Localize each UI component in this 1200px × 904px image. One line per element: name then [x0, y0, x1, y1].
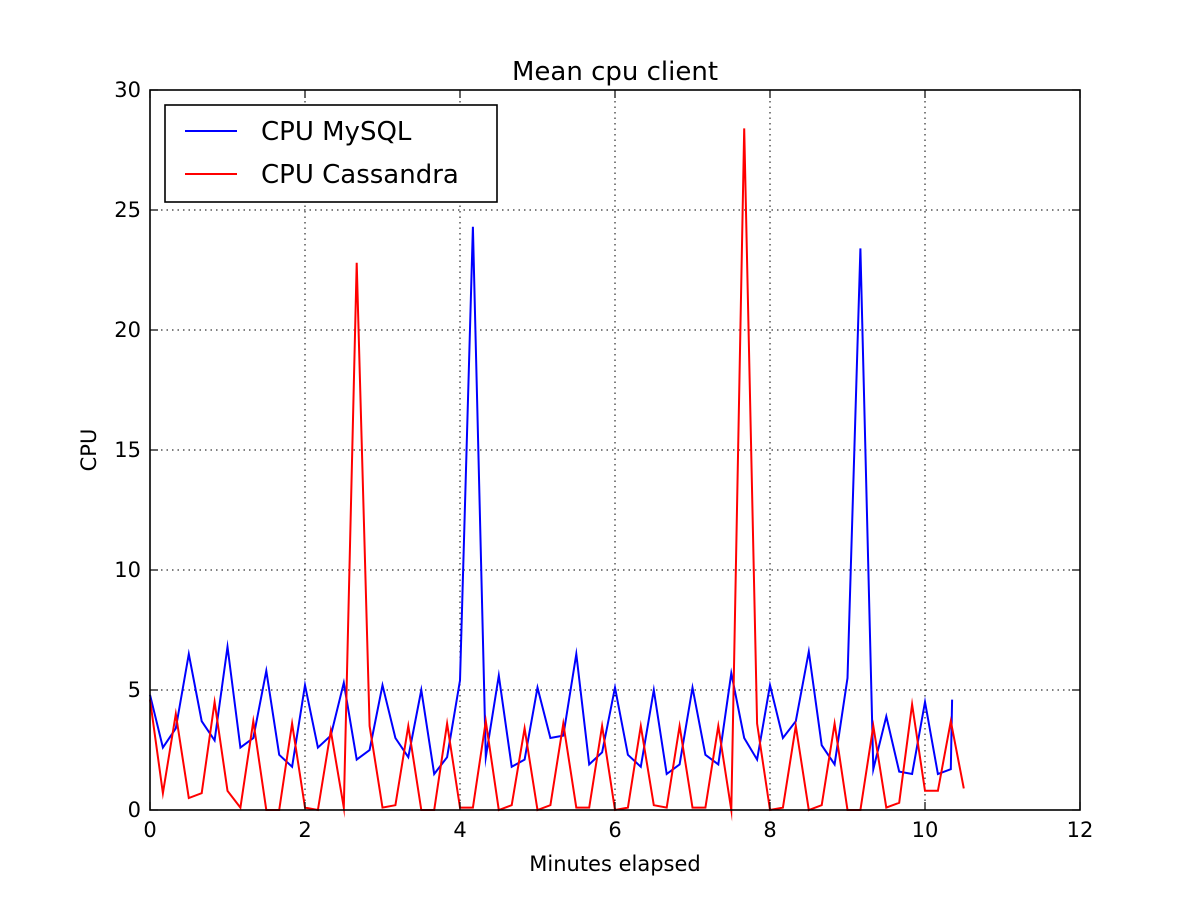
- x-tick-label: 10: [912, 818, 939, 842]
- legend-label-mysql: CPU MySQL: [261, 117, 412, 147]
- y-axis-title: CPU: [77, 429, 101, 472]
- legend: CPU MySQL CPU Cassandra: [164, 104, 498, 203]
- x-tick-label: 0: [143, 818, 156, 842]
- x-tick-label: 2: [298, 818, 311, 842]
- x-tick-label: 4: [453, 818, 466, 842]
- x-axis-title: Minutes elapsed: [529, 852, 701, 876]
- legend-box: [164, 104, 498, 203]
- y-tick-label: 15: [114, 438, 141, 462]
- axis-ticks: 0 2 4 6 8 10 12 0 5 10 15 20 25 30: [114, 78, 1093, 842]
- x-tick-label: 6: [608, 818, 621, 842]
- y-tick-label: 5: [128, 678, 141, 702]
- series-line-mysql: [149, 226, 954, 777]
- y-tick-label: 0: [128, 798, 141, 822]
- legend-label-cassandra: CPU Cassandra: [261, 160, 459, 190]
- y-tick-label: 30: [114, 78, 141, 102]
- series-line-cassandra: [149, 128, 965, 822]
- y-tick-label: 25: [114, 198, 141, 222]
- chart-title: Mean cpu client: [512, 57, 718, 87]
- y-tick-label: 20: [114, 318, 141, 342]
- x-tick-label: 8: [763, 818, 776, 842]
- y-tick-label: 10: [114, 558, 141, 582]
- x-tick-label: 12: [1067, 818, 1094, 842]
- series-lines: [149, 128, 965, 822]
